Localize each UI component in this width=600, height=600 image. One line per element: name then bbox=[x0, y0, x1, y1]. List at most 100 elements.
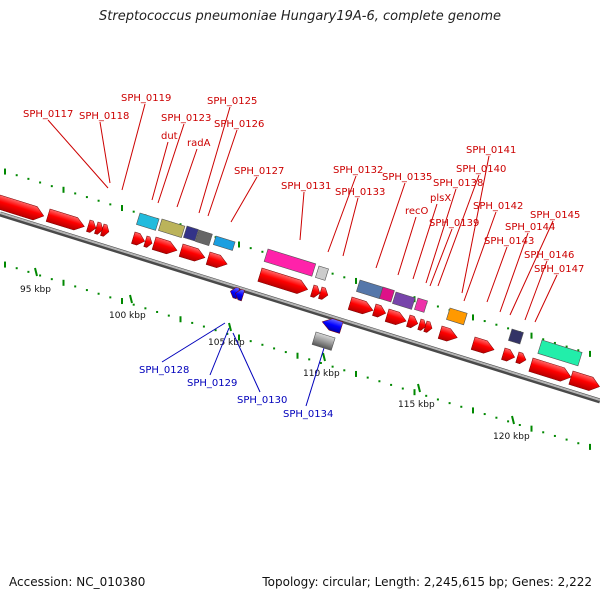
feature-box-6 bbox=[263, 248, 317, 277]
forward-gene-12 bbox=[310, 284, 321, 298]
gene-labels: SPH_0117 SPH_0118SPH_0119SPH_0123dutradAS… bbox=[23, 93, 584, 420]
forward-gene-14 bbox=[347, 296, 374, 315]
gene-label-sph-0138: SPH_0138 bbox=[433, 178, 483, 189]
forward-gene-16 bbox=[384, 308, 407, 325]
gene-label-sph-0133: SPH_0133 bbox=[335, 187, 385, 198]
gene-label-sph-0140: SPH_0140 bbox=[456, 164, 506, 175]
forward-gene-2-shape bbox=[45, 208, 85, 231]
gene-label-reco: recO bbox=[405, 206, 429, 217]
gene-label-sph-0139: SPH_0139 bbox=[429, 218, 479, 229]
feature-box-10 bbox=[392, 291, 416, 310]
forward-gene-5 bbox=[100, 223, 110, 237]
feature-box-8-shape bbox=[356, 279, 384, 299]
forward-gene-16-shape bbox=[384, 308, 407, 325]
forward-gene-8 bbox=[151, 236, 178, 255]
gene-label-sph-0123: SPH_0123 bbox=[161, 113, 211, 124]
feature-box-2 bbox=[158, 218, 186, 238]
kbp-label-105: 105 kbp bbox=[208, 338, 245, 348]
gene-label-sph-0129: SPH_0129 bbox=[187, 378, 237, 389]
kbp-label-100: 100 kbp bbox=[109, 311, 146, 321]
forward-gene-9 bbox=[178, 243, 206, 262]
leader-line-sph-0128 bbox=[161, 322, 226, 363]
gene-label-sph-0144: SPH_0144 bbox=[505, 222, 555, 233]
gene-label-sph-0128: SPH_0128 bbox=[139, 365, 189, 376]
gene-label-sph-0130: SPH_0130 bbox=[237, 395, 287, 406]
forward-gene-7 bbox=[143, 235, 153, 248]
leader-line-plsx bbox=[412, 203, 438, 280]
gene-label-sph-0126: SPH_0126 bbox=[214, 119, 264, 130]
gene-label-sph-0127: SPH_0127 bbox=[234, 166, 284, 177]
leader-line-sph-0145 bbox=[509, 220, 554, 316]
genome-backbone bbox=[0, 211, 600, 404]
forward-gene-11 bbox=[257, 267, 309, 294]
forward-gene-4 bbox=[94, 221, 104, 235]
leader-line-sph-0146 bbox=[524, 260, 548, 321]
gene-label-sph-0143: SPH_0143 bbox=[484, 236, 534, 247]
forward-gene-7-shape bbox=[143, 235, 153, 248]
forward-gene-6-shape bbox=[131, 231, 146, 246]
forward-gene-15 bbox=[372, 303, 387, 318]
feature-box-7-shape bbox=[315, 265, 329, 281]
leader-line-sph-0131 bbox=[299, 191, 305, 241]
forward-gene-19-shape bbox=[423, 320, 433, 333]
gene-label-sph-0147: SPH_0147 bbox=[534, 264, 584, 275]
forward-gene-3-shape bbox=[86, 219, 97, 233]
reverse-feature-box-shape bbox=[311, 331, 336, 351]
reverse-gene-3 bbox=[321, 318, 344, 334]
gene-label-sph-0119: SPH_0119 bbox=[121, 93, 171, 104]
gene-features bbox=[0, 194, 600, 391]
gene-label-sph-0146: SPH_0146 bbox=[524, 250, 574, 261]
forward-gene-15-shape bbox=[372, 303, 387, 318]
feature-box-6-shape bbox=[263, 248, 317, 277]
gene-label-sph-0132: SPH_0132 bbox=[333, 165, 383, 176]
reverse-gene-1 bbox=[230, 287, 240, 300]
leader-line-sph-0135 bbox=[375, 182, 406, 269]
forward-gene-21-shape bbox=[470, 336, 495, 354]
feature-box-11 bbox=[414, 297, 428, 313]
gene-label-plsx: plsX bbox=[430, 193, 451, 204]
kbp-tick bbox=[322, 352, 326, 362]
leader-line-sph-0119 bbox=[121, 103, 146, 191]
gene-label-sph-0117: SPH_0117 bbox=[23, 109, 73, 120]
leader-line-rada bbox=[176, 148, 198, 208]
kbp-label-120: 120 kbp bbox=[493, 432, 530, 442]
reverse-gene-1-shape bbox=[230, 287, 240, 300]
kbp-label-115: 115 kbp bbox=[398, 400, 435, 410]
feature-box-8 bbox=[356, 279, 384, 299]
forward-gene-17 bbox=[406, 314, 419, 329]
leader-line-sph-0144 bbox=[499, 232, 529, 313]
forward-gene-14-shape bbox=[347, 296, 374, 315]
forward-gene-1-shape bbox=[0, 194, 45, 221]
feature-box-14 bbox=[537, 339, 583, 367]
accession-text: Accession: NC_010380 bbox=[9, 575, 146, 589]
leader-line-sph-0143 bbox=[486, 246, 508, 303]
kbp-tick bbox=[228, 322, 232, 332]
forward-gene-23 bbox=[515, 351, 527, 364]
feature-box-2-shape bbox=[158, 218, 186, 238]
gene-label-sph-0134: SPH_0134 bbox=[283, 409, 333, 420]
leader-line-sph-0147 bbox=[534, 274, 558, 323]
forward-gene-11-shape bbox=[257, 267, 309, 294]
gene-label-sph-0141: SPH_0141 bbox=[466, 145, 516, 156]
forward-gene-24 bbox=[528, 357, 572, 382]
feature-box-7 bbox=[315, 265, 329, 281]
leader-line-sph-0141 bbox=[461, 155, 490, 294]
feature-box-5 bbox=[212, 235, 236, 251]
forward-gene-6 bbox=[131, 231, 146, 246]
leader-line-reco bbox=[397, 216, 417, 276]
forward-gene-8-shape bbox=[151, 236, 178, 255]
leader-line-sph-0127 bbox=[230, 176, 258, 223]
forward-gene-1 bbox=[0, 194, 45, 221]
reverse-gene-3-shape bbox=[321, 318, 344, 334]
forward-gene-2 bbox=[45, 208, 85, 231]
gene-label-sph-0142: SPH_0142 bbox=[473, 201, 523, 212]
gene-label-sph-0118: SPH_0118 bbox=[79, 111, 129, 122]
leader-line-sph-0133 bbox=[342, 197, 359, 257]
feature-box-13-shape bbox=[508, 328, 524, 345]
kbp-tick bbox=[417, 383, 421, 393]
kbp-label-95: 95 kbp bbox=[20, 285, 51, 295]
feature-box-3-shape bbox=[183, 225, 199, 242]
forward-gene-25 bbox=[568, 370, 600, 391]
feature-box-4-shape bbox=[195, 229, 213, 246]
